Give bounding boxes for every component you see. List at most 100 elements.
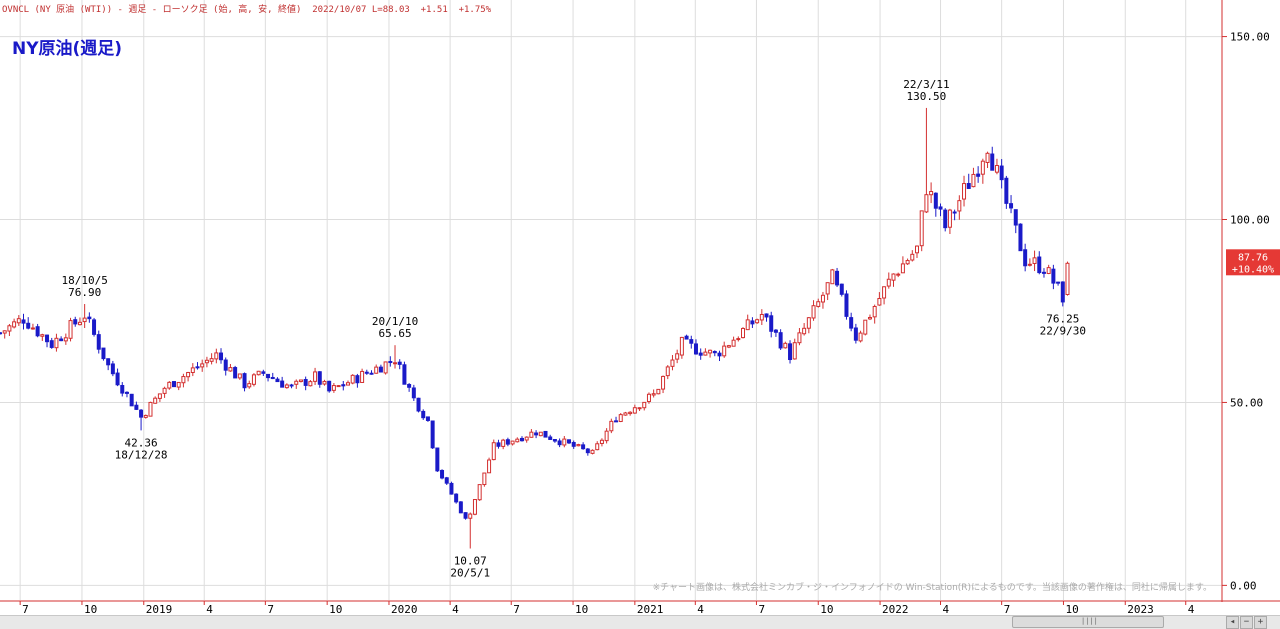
zoom-in-button[interactable]: +	[1254, 616, 1267, 629]
candle-up	[816, 301, 821, 307]
candle-up	[313, 371, 318, 382]
candle-up	[665, 366, 670, 377]
candle-down	[378, 366, 383, 373]
candle-down	[26, 322, 31, 329]
candle-down	[110, 363, 115, 375]
candle-down	[1023, 249, 1028, 267]
candle-down	[1013, 209, 1018, 226]
candle-down	[835, 270, 840, 286]
x-tick-label: 7	[267, 603, 274, 616]
candle-up	[1027, 263, 1032, 266]
candle-up	[679, 336, 684, 356]
candle-down	[496, 442, 501, 447]
candle-up	[806, 317, 811, 329]
candle-down	[614, 420, 619, 423]
candle-up	[1046, 267, 1051, 274]
candle-down	[21, 319, 26, 324]
x-tick-label: 4	[452, 603, 459, 616]
candle-down	[571, 442, 576, 447]
extreme-annotation: 18/12/28	[115, 448, 168, 461]
last-price-value: 87.76	[1238, 252, 1268, 263]
candle-up	[529, 431, 534, 438]
candle-up	[204, 359, 209, 364]
candle-up	[251, 374, 256, 385]
candle-up	[1032, 257, 1037, 264]
header-instrument: OVNCL (NY 原油 (WTI)) - 週足 - ローソク足 (始, 高, …	[2, 5, 302, 15]
candle-down	[698, 352, 703, 356]
candle-up	[148, 401, 153, 417]
extreme-annotation: 130.50	[907, 90, 947, 103]
header-date: 2022/10/07	[312, 5, 367, 15]
candle-down	[750, 320, 755, 325]
candle-down	[693, 343, 698, 355]
candle-down	[444, 477, 449, 484]
candle-down	[788, 343, 793, 361]
candle-up	[882, 286, 887, 299]
candle-up	[209, 358, 214, 362]
zoom-out-button[interactable]: −	[1240, 616, 1253, 629]
candle-up	[294, 380, 299, 385]
extreme-annotation: 18/10/5	[61, 274, 107, 287]
candle-down	[355, 375, 360, 384]
x-tick-label: 4	[206, 603, 213, 616]
candle-down	[449, 482, 454, 495]
candle-down	[388, 361, 393, 364]
candle-up	[980, 160, 985, 175]
candle-up	[167, 381, 172, 389]
candle-up	[477, 484, 482, 501]
candle-down	[280, 380, 285, 388]
candle-down	[411, 387, 416, 399]
candle-up	[985, 152, 990, 163]
candle-up	[562, 438, 567, 446]
candle-down	[454, 493, 459, 503]
candle-up	[237, 373, 242, 379]
candle-up	[783, 342, 788, 349]
candle-down	[233, 367, 238, 379]
candle-down	[1060, 281, 1065, 303]
horizontal-scrollbar[interactable]	[0, 615, 1280, 629]
candle-up	[741, 327, 746, 339]
candle-up	[708, 349, 713, 354]
candle-up	[482, 472, 487, 486]
candle-down	[87, 316, 92, 320]
header-last: L=88.03	[371, 5, 410, 15]
candle-down	[402, 364, 407, 385]
candle-up	[745, 319, 750, 331]
candle-down	[266, 373, 271, 379]
x-tick-label: 7	[1004, 603, 1011, 616]
candle-down	[458, 501, 463, 514]
candle-down	[242, 373, 247, 389]
candle-up	[77, 321, 82, 326]
candle-down	[115, 372, 120, 386]
candle-down	[73, 319, 78, 325]
candle-up	[670, 359, 675, 367]
candle-up	[915, 245, 920, 254]
candle-down	[129, 393, 134, 407]
x-tick-label: 2022	[882, 603, 909, 616]
candle-down	[1051, 268, 1056, 284]
scroll-left-button[interactable]: ◂	[1226, 616, 1239, 629]
candle-down	[764, 313, 769, 318]
candle-up	[214, 352, 219, 360]
candle-down	[120, 385, 125, 394]
candle-down	[327, 380, 332, 392]
candle-up	[919, 210, 924, 247]
chart-header: OVNCL (NY 原油 (WTI)) - 週足 - ローソク足 (始, 高, …	[2, 2, 491, 15]
candle-up	[722, 345, 727, 357]
candle-down	[999, 165, 1004, 181]
candle-up	[929, 191, 934, 196]
candle-up	[910, 253, 915, 261]
candle-up	[247, 383, 252, 388]
candle-up	[947, 209, 952, 228]
candle-up	[331, 385, 336, 391]
candle-up	[877, 298, 882, 306]
candle-down	[139, 409, 144, 418]
copyright-notice: ※チャート画像は、株式会社ミンカブ・ジ・インフォノイドの Win-Station…	[652, 583, 1212, 593]
candle-down	[440, 469, 445, 479]
candle-down	[341, 384, 346, 387]
candle-up	[924, 194, 929, 213]
x-tick-label: 10	[329, 603, 342, 616]
candle-down	[317, 371, 322, 385]
candle-up	[797, 332, 802, 344]
